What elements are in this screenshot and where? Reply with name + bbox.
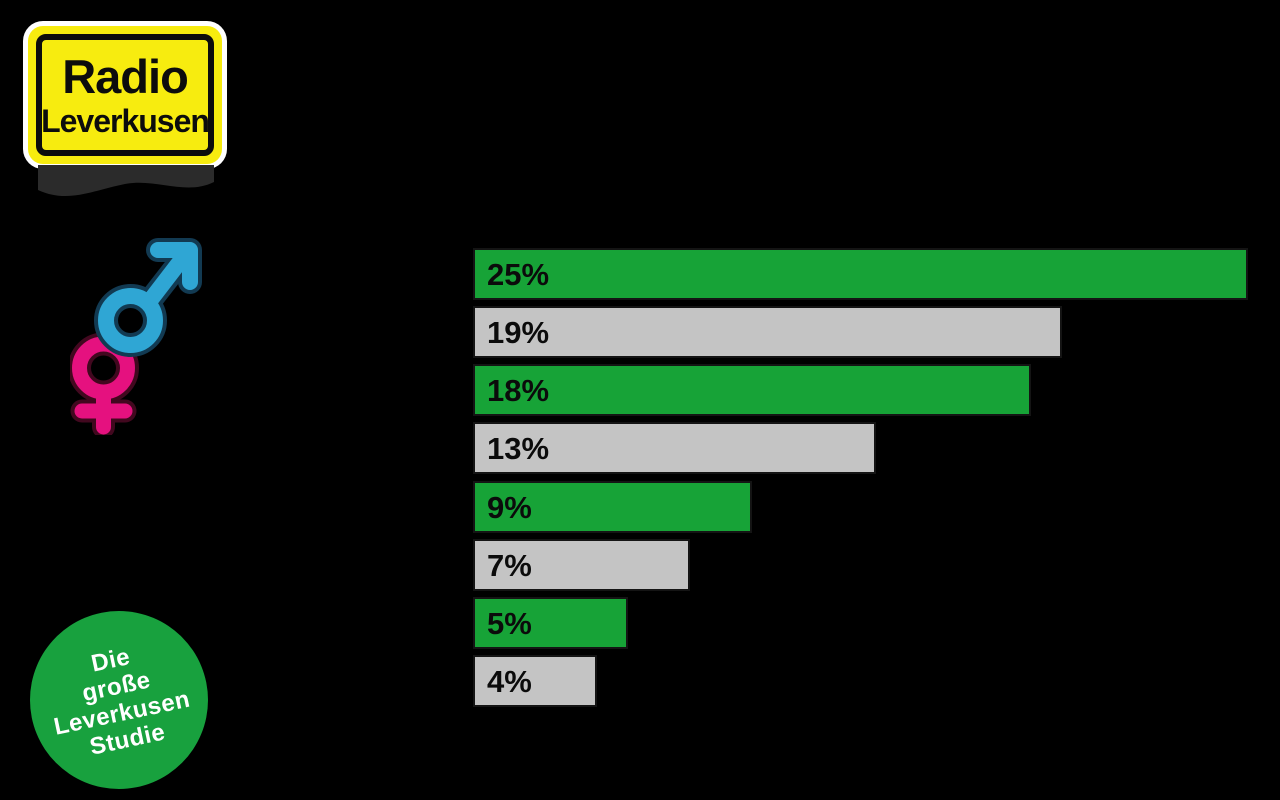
bar-label: 9%: [487, 489, 532, 525]
bar-row: 4%: [473, 655, 597, 707]
bar-label: 13%: [487, 430, 550, 466]
bar-label: 18%: [487, 372, 550, 408]
logo-pedestal-shadow: [38, 165, 214, 197]
bar-row: 25%: [473, 248, 1248, 300]
study-badge-text: Die große Leverkusen Studie: [40, 633, 198, 768]
bar-label: 19%: [487, 314, 550, 350]
bar-row: 18%: [473, 364, 1031, 416]
bar-label: 5%: [487, 605, 532, 641]
study-badge: Die große Leverkusen Studie: [30, 611, 208, 789]
gender-symbols-icon: [70, 238, 202, 435]
bar-row: 19%: [473, 306, 1062, 358]
bar-label: 4%: [487, 663, 532, 699]
bar-row: 7%: [473, 539, 690, 591]
logo-text-leverkusen: Leverkusen: [41, 103, 210, 139]
bar-label: 25%: [487, 256, 550, 292]
bar-row: 13%: [473, 422, 876, 474]
bar-row: 5%: [473, 597, 628, 649]
bar-label: 7%: [487, 547, 532, 583]
bar-row: 9%: [473, 481, 752, 533]
logo-text-radio: Radio: [62, 50, 189, 103]
radio-leverkusen-logo: Radio Leverkusen: [28, 26, 222, 164]
logo-inner-frame: Radio Leverkusen: [36, 34, 214, 156]
